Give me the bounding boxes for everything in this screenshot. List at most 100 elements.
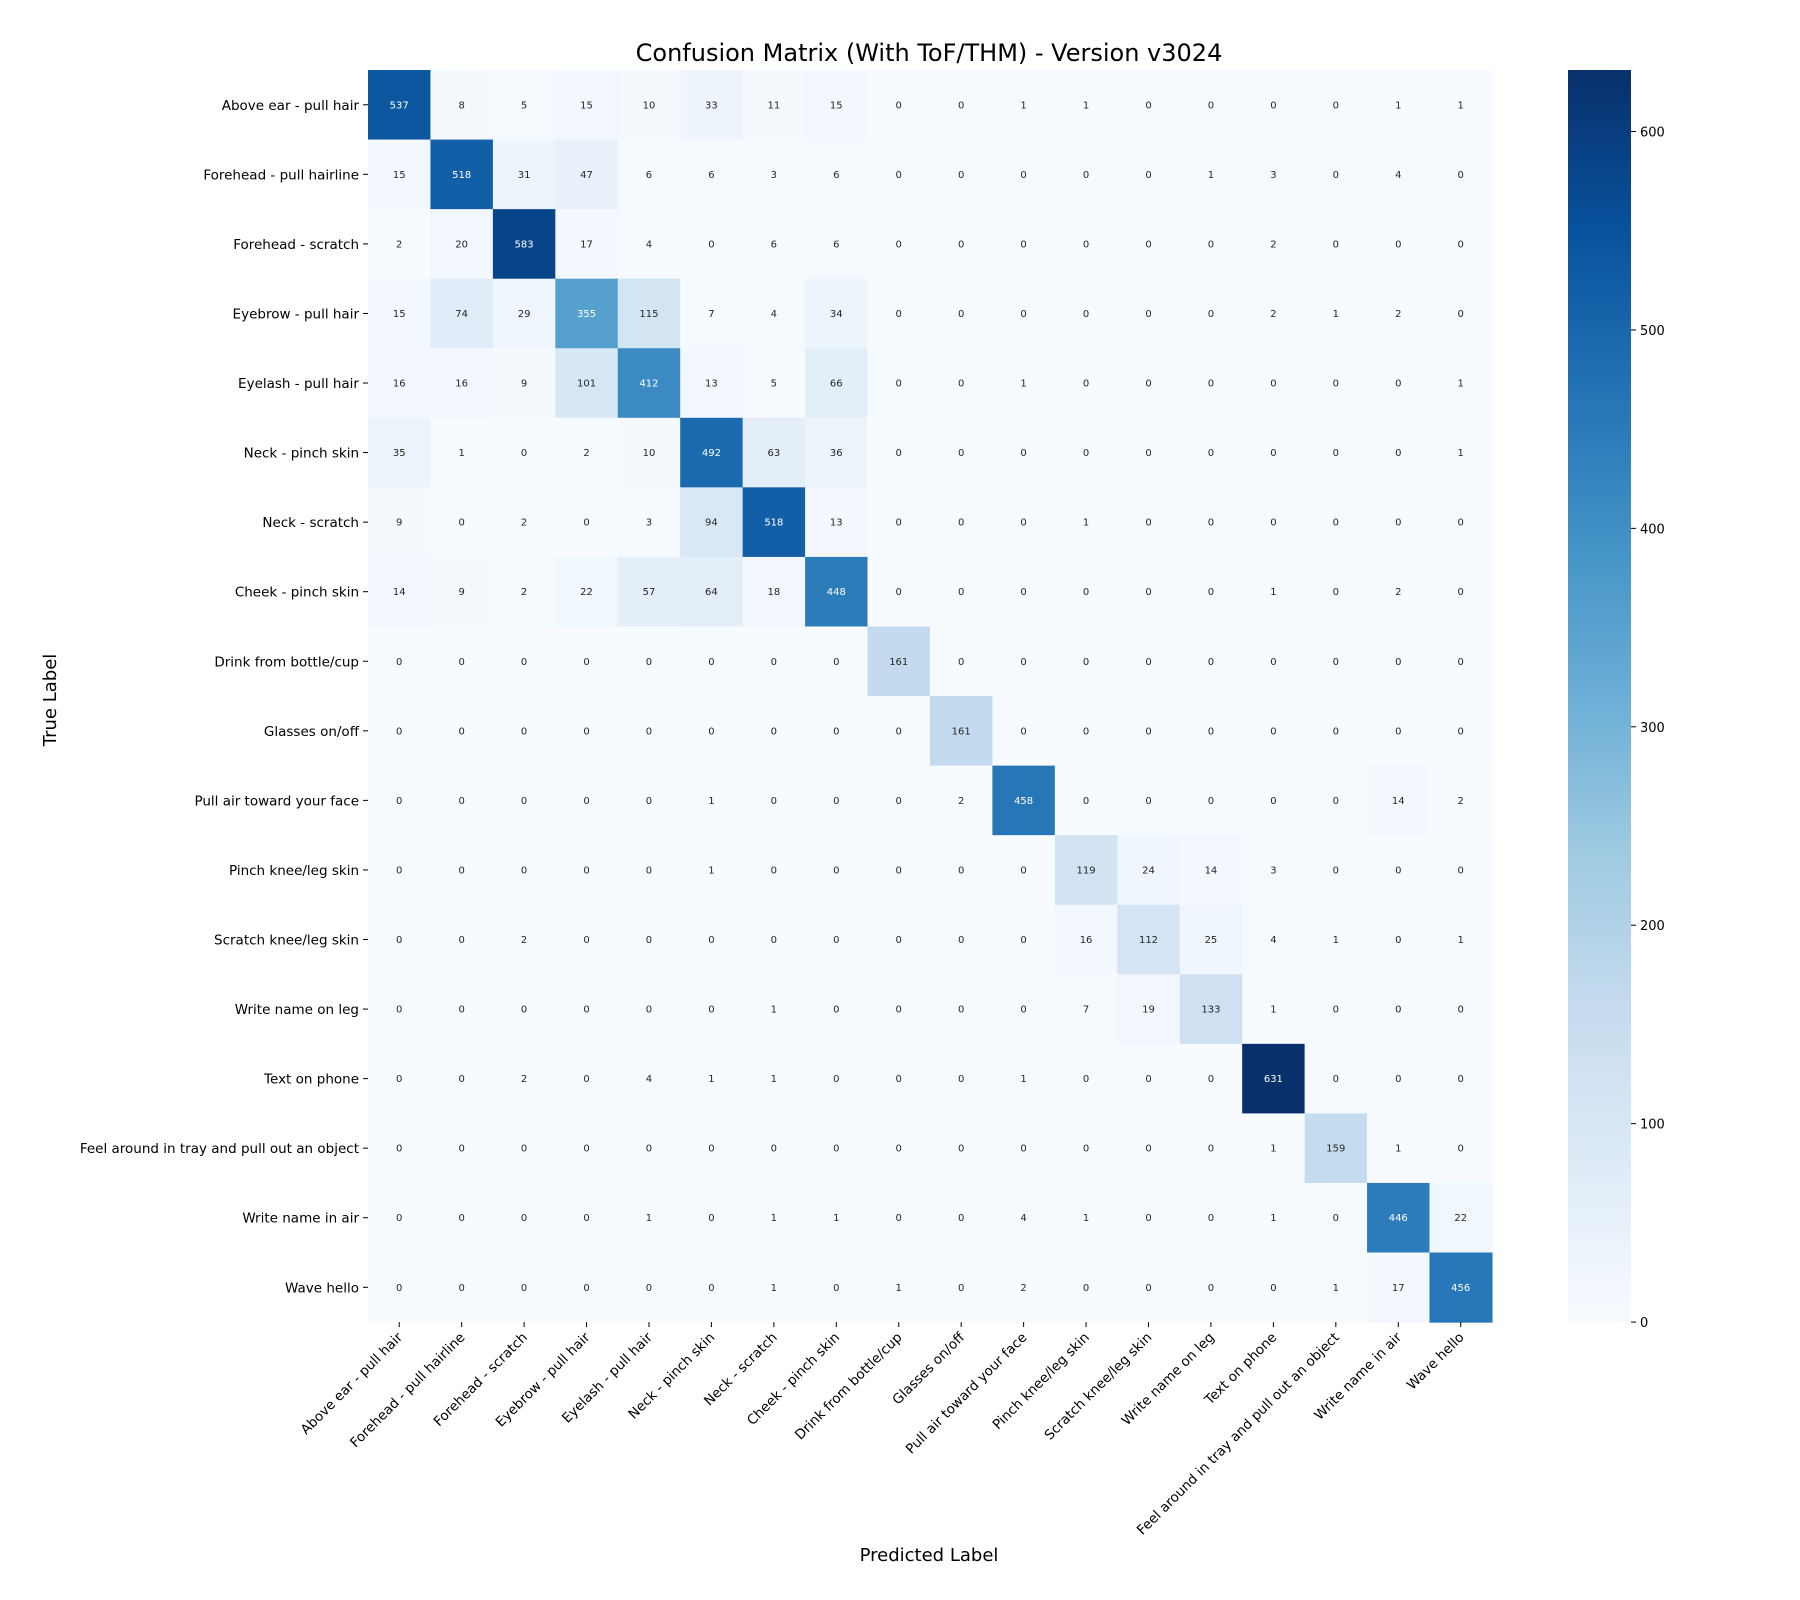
cell-value-label: 0 [1083,379,1089,390]
heatmap-cell [929,904,993,975]
cell-value-label: 4 [1395,170,1401,181]
y-tick-label: Text on phone [263,1072,359,1088]
heatmap-cell [1179,487,1243,558]
cell-value-label: 0 [1020,1144,1026,1155]
cell-value-label: 34 [830,309,843,320]
heatmap-cell [430,1043,494,1114]
heatmap-cell [430,904,494,975]
cell-value-label: 1 [1270,587,1276,598]
cell-value-label: 2 [396,239,402,250]
cell-value-label: 101 [577,379,596,390]
cell-value-label: 0 [1395,379,1401,390]
cell-value-label: 0 [771,796,777,807]
heatmap-cell [368,209,432,280]
cell-value-label: 2 [521,587,527,598]
heatmap-cell [1054,209,1118,280]
heatmap-cell [617,209,681,280]
heatmap-cell [992,278,1056,349]
heatmap-cell [1429,1252,1493,1323]
heatmap-cell [1429,1113,1493,1184]
cell-value-label: 0 [1395,1005,1401,1016]
heatmap-cell [1367,1252,1431,1323]
heatmap-cell [617,1182,681,1254]
heatmap-cell [1367,70,1431,141]
heatmap-cell [742,974,806,1045]
heatmap-cell [680,70,744,141]
heatmap-cell [680,1182,744,1254]
y-tick-label: Cheek - pinch skin [235,585,359,601]
cell-value-label: 22 [580,587,593,598]
heatmap-cell [867,835,931,906]
x-axis-title: Predicted Label [860,1545,999,1566]
heatmap-cell [1429,696,1493,767]
cell-value-label: 0 [1208,309,1214,320]
heatmap-cell [430,556,494,628]
cell-value-label: 0 [1270,1283,1276,1294]
heatmap-cell [992,835,1056,906]
cell-value-label: 161 [889,657,908,668]
heatmap-cell [1367,348,1431,419]
heatmap-cell [1242,487,1306,558]
heatmap-cell [1117,765,1181,836]
cell-value-label: 2 [583,448,589,459]
cell-value-label: 0 [1458,309,1464,320]
cell-value-label: 537 [390,100,409,111]
heatmap-cell [1054,1113,1118,1184]
cell-value-label: 0 [958,1144,964,1155]
heatmap-cell [992,974,1056,1045]
cell-value-label: 0 [1145,309,1151,320]
cell-value-label: 0 [896,309,902,320]
heatmap-cell [805,1252,869,1323]
heatmap-cell [1054,1043,1118,1114]
cell-value-label: 1 [1270,1005,1276,1016]
heatmap-cell [617,1113,681,1184]
cell-value-label: 0 [521,657,527,668]
cell-value-label: 0 [1333,587,1339,598]
heatmap-cell [1367,209,1431,280]
cell-value-label: 0 [458,935,464,946]
heatmap-cell [1304,696,1368,767]
cell-value-label: 0 [958,100,964,111]
cell-value-label: 0 [833,935,839,946]
cell-value-label: 0 [583,726,589,737]
heatmap-cell [1304,556,1368,628]
cell-value-label: 0 [1333,1074,1339,1085]
heatmap-cell [368,348,432,419]
cell-value-label: 0 [1458,518,1464,529]
heatmap-cell [1367,1043,1431,1114]
cell-value-label: 94 [705,518,718,529]
heatmap-cell [992,1252,1056,1323]
cell-value-label: 0 [708,657,714,668]
heatmap-cell [492,139,556,210]
cell-value-label: 0 [833,1005,839,1016]
heatmap-cell [929,278,993,349]
heatmap-cell [555,139,619,210]
cell-value-label: 0 [396,1144,402,1155]
heatmap-cell [1242,278,1306,349]
cell-value-label: 0 [1395,448,1401,459]
heatmap-cell [992,417,1056,488]
heatmap-cell [430,835,494,906]
cell-value-label: 0 [1145,1283,1151,1294]
cell-value-label: 0 [1208,379,1214,390]
heatmap-cell [1429,556,1493,628]
cell-value-label: 1 [1083,1213,1089,1224]
heatmap-cell [617,904,681,975]
heatmap-cell [1242,1182,1306,1254]
cell-value-label: 112 [1139,935,1158,946]
cell-value-label: 0 [1333,726,1339,737]
cell-value-label: 0 [1458,657,1464,668]
heatmap-cell [680,1113,744,1184]
cell-value-label: 0 [771,726,777,737]
cell-value-label: 0 [1270,796,1276,807]
cell-value-label: 0 [1083,657,1089,668]
cell-value-label: 1 [708,796,714,807]
heatmap-cell [617,278,681,349]
cell-value-label: 0 [896,379,902,390]
heatmap-cell [1054,417,1118,488]
heatmap-cell [1304,1113,1368,1184]
cell-value-label: 1 [771,1074,777,1085]
cell-value-label: 15 [393,309,406,320]
cell-value-label: 133 [1201,1005,1220,1016]
heatmap-cell [680,765,744,836]
